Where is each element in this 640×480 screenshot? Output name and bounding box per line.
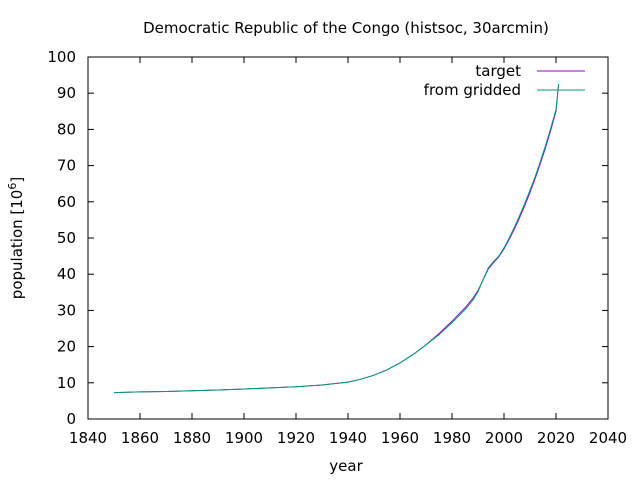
x-tick-label: 1840 [69, 429, 107, 447]
x-tick-label: 2040 [589, 429, 627, 447]
x-tick-label: 1920 [277, 429, 315, 447]
x-axis: 1840 1860 1880 1900 1920 1940 1960 1980 2000 2020… [69, 57, 627, 447]
y-tick-label: 90 [57, 84, 76, 102]
x-tick-label: 2000 [485, 429, 523, 447]
y-axis-label-exponent: 6 [6, 183, 19, 190]
y-tick-label: 10 [57, 374, 76, 392]
x-axis-label: year [329, 457, 363, 475]
series-line-from-gridded [113, 83, 560, 394]
x-tick-label: 2020 [537, 429, 575, 447]
y-tick-label: 30 [57, 301, 76, 319]
x-tick-label: 1980 [433, 429, 471, 447]
y-axis: 0 10 20 30 40 50 60 70 80 90 100 [47, 48, 608, 428]
y-tick-label: 0 [66, 410, 76, 428]
x-tick-label: 1880 [173, 429, 211, 447]
x-tick-label: 1960 [381, 429, 419, 447]
x-tick-label: 1940 [329, 429, 367, 447]
x-tick-label: 1860 [121, 429, 159, 447]
y-tick-label: 60 [57, 193, 76, 211]
legend-label: target [475, 62, 521, 80]
series-line-target [113, 84, 560, 394]
series-lines [113, 83, 560, 394]
y-tick-label: 80 [57, 120, 76, 138]
y-tick-label: 40 [57, 265, 76, 283]
chart-title: Democratic Republic of the Congo (histso… [143, 19, 549, 37]
x-tick-label: 1900 [225, 429, 263, 447]
y-axis-label: population [106] [6, 177, 26, 299]
y-tick-label: 50 [57, 229, 76, 247]
plot-frame [87, 56, 609, 420]
y-tick-label: 20 [57, 338, 76, 356]
y-axis-label-close: ] [8, 177, 26, 183]
y-tick-label: 70 [57, 157, 76, 175]
y-tick-label: 100 [47, 48, 76, 66]
y-axis-label-main: population [10 [8, 190, 26, 300]
legend-label: from gridded [424, 81, 521, 99]
